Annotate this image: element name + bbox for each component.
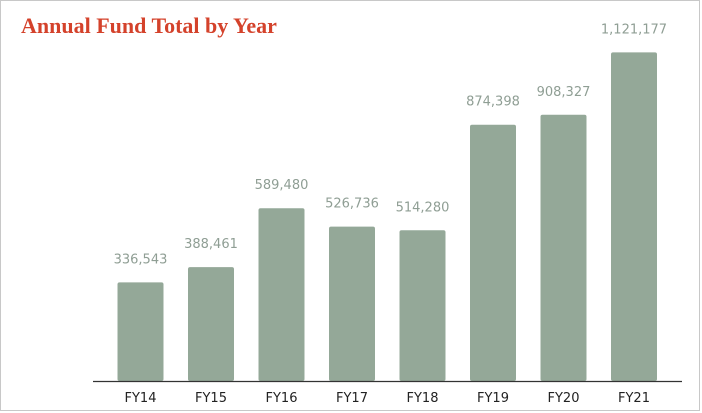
bars-group — [117, 52, 657, 382]
value-label-fy21: 1,121,177 — [601, 22, 667, 37]
category-label-fy14: FY14 — [125, 391, 157, 406]
category-label-fy20: FY20 — [548, 391, 580, 406]
bar-fy17 — [329, 226, 375, 381]
category-label-fy18: FY18 — [407, 391, 439, 406]
category-label-fy19: FY19 — [477, 391, 509, 406]
bar-fy21 — [611, 52, 657, 381]
category-label-fy15: FY15 — [195, 391, 227, 406]
bar-fy19 — [470, 124, 516, 381]
value-label-fy17: 526,736 — [325, 197, 379, 212]
value-label-fy18: 514,280 — [396, 200, 450, 215]
chart-title: Annual Fund Total by Year — [21, 13, 277, 38]
bar-fy14 — [117, 282, 164, 381]
value-labels-group: 336,543 388,461 589,480 526,736 514,280 874,3… — [114, 22, 667, 267]
bar-fy20 — [540, 114, 587, 382]
value-label-fy16: 589,480 — [255, 178, 309, 193]
value-label-fy19: 874,398 — [466, 95, 520, 110]
bar-fy16 — [258, 208, 305, 381]
value-label-fy15: 388,461 — [184, 237, 238, 252]
category-label-fy17: FY17 — [336, 391, 368, 406]
value-label-fy20: 908,327 — [537, 85, 591, 100]
bar-fy18 — [399, 230, 446, 381]
category-label-fy16: FY16 — [266, 391, 298, 406]
category-label-fy21: FY21 — [618, 391, 650, 406]
value-label-fy14: 336,543 — [114, 252, 168, 267]
bar-fy15 — [188, 267, 234, 381]
category-labels-group: FY14 FY15 FY16 FY17 FY18 FY19 FY20 FY21 — [125, 391, 650, 406]
